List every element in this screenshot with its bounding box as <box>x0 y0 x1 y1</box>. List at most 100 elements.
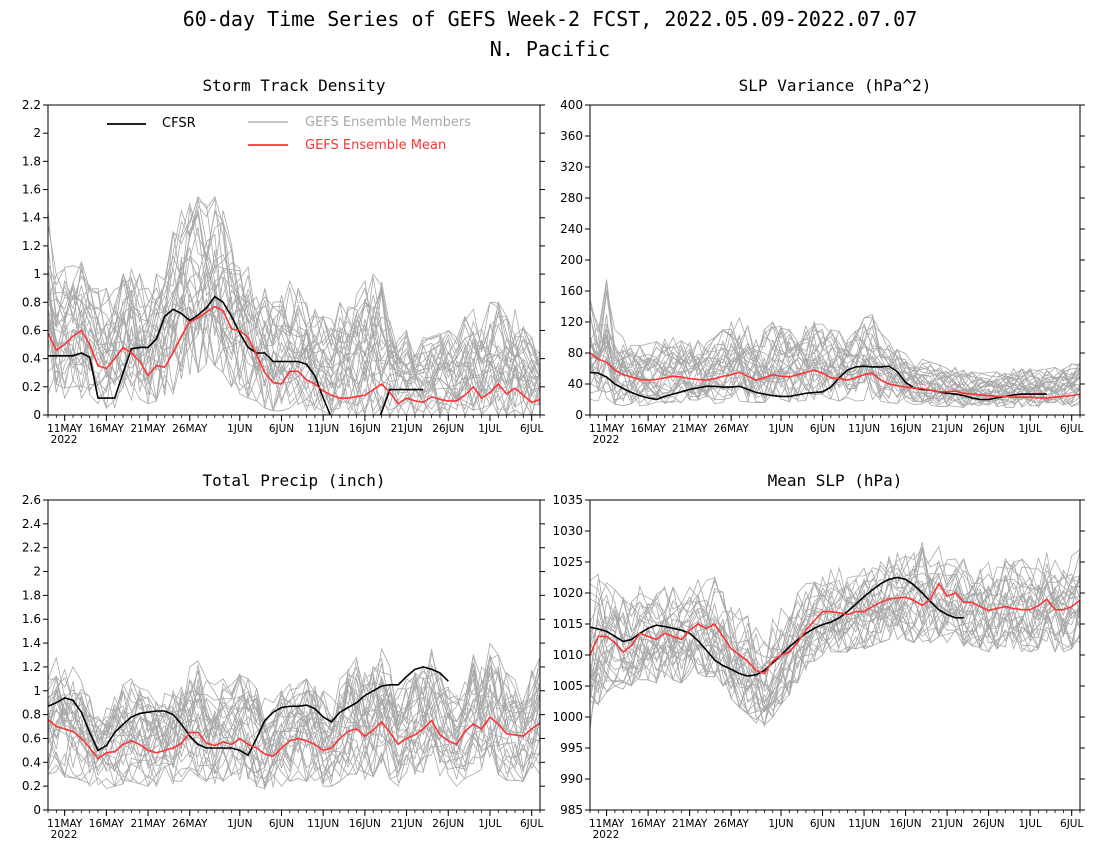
x-tick-label: 16MAY <box>631 423 667 435</box>
x-tick-label: 21JUN <box>931 423 963 435</box>
y-tick-label: 40 <box>568 377 583 391</box>
legend: CFSR GEFS Ensemble Members GEFS Ensemble M… <box>107 115 471 153</box>
x-tick-label: 6JUN <box>269 423 294 435</box>
y-tick-label: 990 <box>560 772 583 786</box>
x-tick-label: 11MAY <box>589 818 625 830</box>
x-tick-label: 26JUN <box>973 818 1005 830</box>
y-tick-label: 0.8 <box>22 708 41 722</box>
ensemble-member-line <box>590 324 1080 389</box>
ensemble-member-line <box>590 336 1080 400</box>
ensemble-member-line <box>48 669 540 755</box>
y-tick-label: 1.4 <box>22 636 41 650</box>
x-tick-label: 26MAY <box>172 818 208 830</box>
ensemble-member-line <box>590 333 1080 395</box>
ensemble-member-line <box>590 346 1080 405</box>
y-tick-label: 2 <box>33 126 41 140</box>
ensemble-member-line <box>48 732 540 788</box>
ensemble-member-line <box>590 550 1080 656</box>
y-tick-label: 1.4 <box>22 211 41 225</box>
ensemble-member-line <box>590 356 1080 407</box>
ensemble-member-line <box>48 288 540 415</box>
x-tick-label: 26MAY <box>714 818 750 830</box>
x-tick-label: 1JUN <box>768 423 793 435</box>
x-tick-label: 11JUN <box>848 423 880 435</box>
plot-area <box>48 642 540 790</box>
x-tick-label: 21MAY <box>130 818 166 830</box>
ensemble-member-line <box>590 607 1080 730</box>
plot-frame <box>47 104 541 416</box>
x-tick-label: 6JUN <box>810 423 835 435</box>
x-tick-label: 21JUN <box>391 818 423 830</box>
ensemble-member-line <box>48 202 540 375</box>
ensemble-mean-line <box>590 582 1080 675</box>
x-tick-label: 16JUN <box>349 423 381 435</box>
x-tick-label: 16MAY <box>89 818 125 830</box>
y-tick-label: 0.4 <box>22 352 41 366</box>
y-tick-label: 0.6 <box>22 731 41 745</box>
y-tick-label: 360 <box>560 129 583 143</box>
ensemble-member-line <box>590 333 1080 396</box>
figure-subtitle: N. Pacific <box>490 37 610 61</box>
plot-area <box>48 195 540 415</box>
chart-title: Total Precip (inch) <box>202 471 385 490</box>
ensemble-member-line <box>590 336 1080 398</box>
legend-mean-label: GEFS Ensemble Mean <box>305 138 446 153</box>
x-tick-label: 11JUN <box>307 423 339 435</box>
y-tick-label: 80 <box>568 346 583 360</box>
y-tick-label: 1.6 <box>22 612 41 626</box>
x-tick-label: 21MAY <box>130 423 166 435</box>
y-tick-label: 1.8 <box>22 588 41 602</box>
chart-panel-1: Storm Track Density 0 0.2 0.4 0.6 0.8 1 1.2 1.4 1… <box>22 76 545 446</box>
y-tick-label: 0 <box>33 803 41 817</box>
y-tick-label: 1.8 <box>22 154 41 168</box>
x-tick-label: 6JUN <box>810 818 835 830</box>
x-tick-label: 6JUL <box>1060 423 1083 435</box>
y-tick-label: 0.2 <box>22 779 41 793</box>
ensemble-member-line <box>590 609 1080 730</box>
y-tick-label: 0.6 <box>22 323 41 337</box>
x-tick-label: 11MAY <box>47 423 83 435</box>
ensemble-member-line <box>48 207 540 373</box>
y-tick-label: 995 <box>560 741 583 755</box>
chart-title: SLP Variance (hPa^2) <box>739 76 932 95</box>
x-tick-label: 1JUN <box>227 818 252 830</box>
ensemble-member-line <box>590 575 1080 700</box>
x-tick-label: 16JUN <box>349 818 381 830</box>
ensemble-member-line <box>48 666 540 753</box>
y-tick-label: 1005 <box>552 679 583 693</box>
ensemble-member-line <box>48 724 540 788</box>
y-tick-label: 1025 <box>552 555 583 569</box>
ensemble-mean-line <box>590 352 1080 399</box>
ensemble-member-line <box>590 366 1080 409</box>
ensemble-member-line <box>48 196 540 371</box>
chart-title: Mean SLP (hPa) <box>768 471 903 490</box>
x-year-label: 2022 <box>51 829 78 841</box>
x-tick-label: 26JUN <box>432 423 464 435</box>
y-tick-label: 1015 <box>552 617 583 631</box>
chart-panel-4: Mean SLP (hPa) 985 990 995 1000 1005 1010 1015 1… <box>552 471 1085 841</box>
ensemble-member-line <box>590 560 1080 672</box>
x-tick-label: 26MAY <box>714 423 750 435</box>
ensemble-member-line <box>590 556 1080 675</box>
y-tick-label: 985 <box>560 803 583 817</box>
ensemble-member-line <box>48 195 540 369</box>
ensemble-member-line <box>48 720 540 787</box>
plot-area <box>590 279 1080 409</box>
ensemble-member-line <box>48 290 540 411</box>
legend-members-label: GEFS Ensemble Members <box>305 115 471 130</box>
ensemble-member-line <box>48 247 540 385</box>
ensemble-member-line <box>48 655 540 749</box>
x-tick-label: 6JUL <box>520 423 543 435</box>
y-tick-label: 320 <box>560 160 583 174</box>
ensemble-member-line <box>48 277 540 397</box>
x-tick-label: 1JUL <box>1019 818 1042 830</box>
chart-panels: Storm Track Density 0 0.2 0.4 0.6 0.8 1 1.2 1.4 1… <box>22 76 1085 841</box>
x-tick-label: 16JUN <box>890 423 922 435</box>
ensemble-member-line <box>48 293 540 415</box>
cfsr-line <box>590 365 1047 401</box>
ensemble-mean-line <box>48 715 540 760</box>
x-tick-label: 1JUL <box>1019 423 1042 435</box>
y-tick-label: 400 <box>560 98 583 112</box>
ensemble-member-line <box>48 305 540 415</box>
